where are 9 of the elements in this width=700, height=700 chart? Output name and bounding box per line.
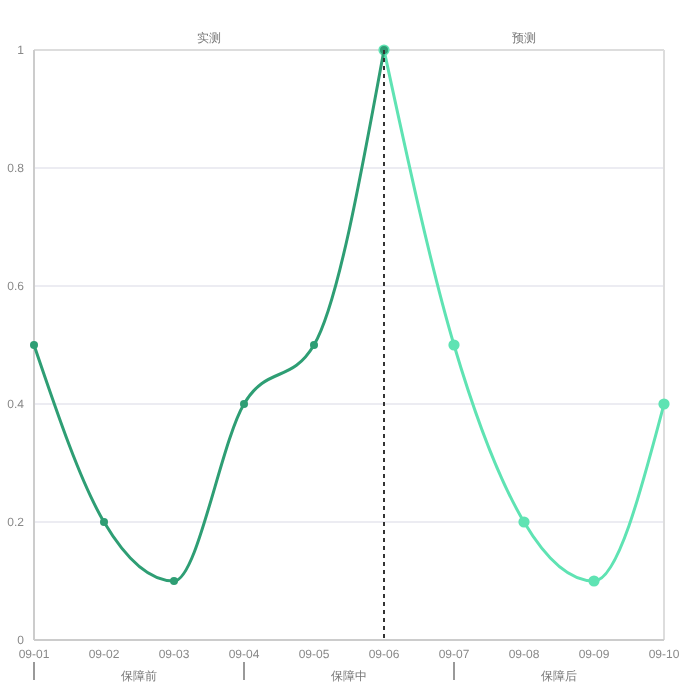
point <box>30 341 38 349</box>
point <box>588 575 600 587</box>
point <box>100 518 108 526</box>
point <box>448 339 460 351</box>
point <box>310 341 318 349</box>
point <box>518 516 530 528</box>
point <box>240 400 248 408</box>
point <box>170 577 178 585</box>
point <box>658 398 670 410</box>
